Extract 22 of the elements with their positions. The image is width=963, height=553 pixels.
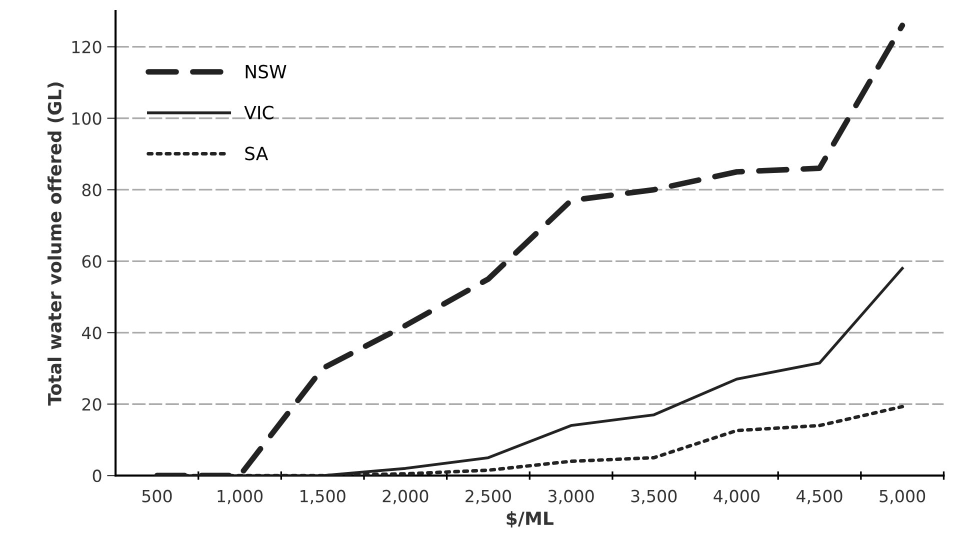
x-tick-label: 500	[142, 490, 172, 502]
y-tick-label: 40	[82, 326, 102, 340]
x-tick-label: 2,000	[382, 490, 428, 504]
x-tick-label: 1,500	[300, 490, 346, 504]
y-tick-label: 120	[72, 40, 102, 54]
y-tick-label: 0	[92, 470, 102, 482]
legend-label: NSW	[246, 64, 286, 78]
legend-label: VIC	[244, 106, 274, 120]
x-tick-label: 3,000	[548, 490, 594, 504]
x-axis-title: $/ML	[506, 511, 554, 528]
legend-label: SA	[245, 146, 268, 160]
y-tick-label: 80	[82, 184, 102, 196]
x-tick-label: 3,500	[631, 490, 677, 504]
x-tick-label: 5,000	[880, 490, 926, 504]
y-tick-label: 20	[82, 398, 102, 411]
y-tick-label: 100	[72, 112, 102, 125]
y-tick-label: 60	[82, 255, 102, 268]
x-tick-label: 4,500	[796, 490, 842, 504]
y-axis-title: Total water volume offered (GL)	[48, 82, 64, 406]
x-tick-label: 1,000	[218, 490, 263, 504]
x-tick-label: 2,500	[466, 490, 511, 504]
x-tick-label: 4,000	[714, 490, 760, 504]
